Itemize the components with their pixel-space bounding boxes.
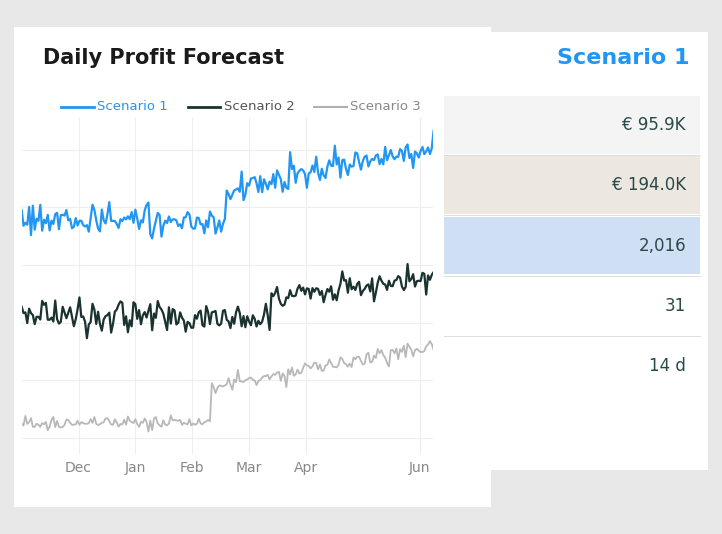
Text: Daily Profit Forecast: Daily Profit Forecast (43, 48, 284, 68)
Text: € 194.0K: € 194.0K (612, 176, 686, 194)
Text: Scenario 1: Scenario 1 (557, 48, 690, 68)
Text: 31: 31 (665, 297, 686, 315)
Text: 14 d: 14 d (649, 357, 686, 375)
Text: Scenario 1: Scenario 1 (97, 100, 168, 113)
Text: € 95.9K: € 95.9K (622, 116, 686, 134)
Text: 2,016: 2,016 (638, 237, 686, 255)
Text: Scenario 2: Scenario 2 (224, 100, 295, 113)
Text: Scenario 3: Scenario 3 (350, 100, 421, 113)
